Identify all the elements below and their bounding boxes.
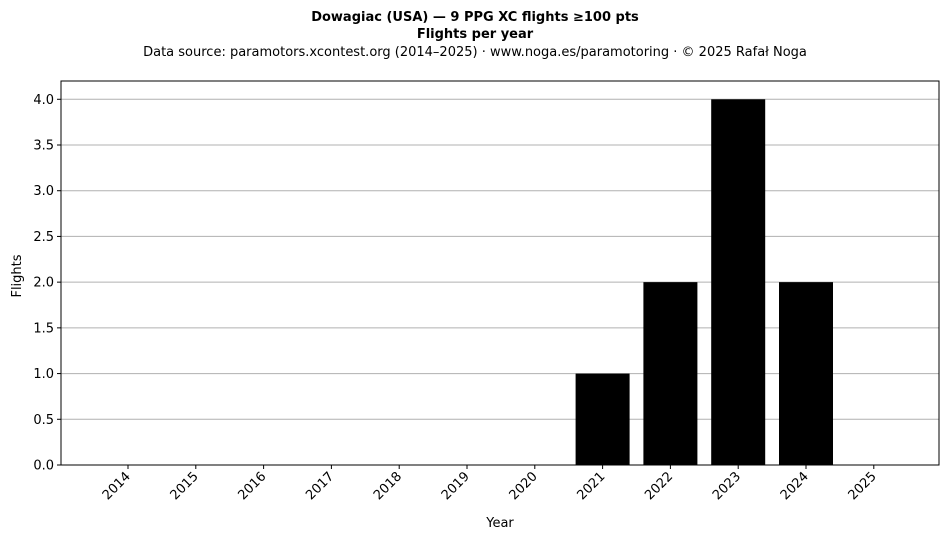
x-tick-label: 2016: [235, 469, 269, 503]
x-axis-label: Year: [485, 516, 514, 531]
y-tick-label: 2.5: [33, 230, 54, 245]
y-tick-label: 1.0: [33, 367, 54, 382]
y-tick-label: 3.5: [33, 139, 54, 154]
x-tick-label: 2018: [371, 469, 405, 503]
grid-lines: [61, 98, 939, 420]
y-tick-label: 2.0: [33, 276, 54, 291]
bar-2021: [575, 373, 630, 465]
x-tick-label: 2023: [710, 469, 744, 503]
y-tick-label: 1.5: [33, 321, 54, 336]
bar-2022: [643, 282, 698, 465]
x-tick-label: 2019: [439, 469, 473, 503]
y-tick-label: 4.0: [33, 93, 54, 108]
x-tick-label: 2015: [168, 469, 202, 503]
plot-frame: [60, 80, 940, 466]
bar-2023: [711, 99, 766, 466]
y-tick-label: 0.0: [33, 459, 54, 474]
y-axis-label: Flights: [10, 254, 25, 297]
x-tick-label: 2022: [642, 469, 676, 503]
x-tick-label: 2024: [778, 469, 812, 503]
x-tick-label: 2025: [846, 469, 880, 503]
x-tick-label: 2014: [100, 469, 134, 503]
y-tick-label: 0.5: [33, 413, 54, 428]
bars: [575, 99, 833, 466]
x-axis-ticks: 2014 2015 2016 2017 2018 2019 2020 2021 2022 2023…: [100, 465, 880, 503]
chart-title: Dowagiac (USA) — 9 PPG XC flights ≥100 p…: [311, 10, 639, 25]
chart-source-note: Data source: paramotors.xcontest.org (20…: [143, 45, 807, 60]
x-tick-label: 2020: [507, 469, 541, 503]
x-tick-label: 2017: [303, 469, 337, 503]
y-axis-ticks: 0.0 0.5 1.0 1.5 2.0 2.5 3.0 3.5 4.0: [33, 93, 61, 474]
bar-2024: [779, 282, 833, 465]
chart-subtitle: Flights per year: [417, 27, 534, 42]
x-tick-label: 2021: [574, 469, 608, 503]
y-tick-label: 3.0: [33, 184, 54, 199]
